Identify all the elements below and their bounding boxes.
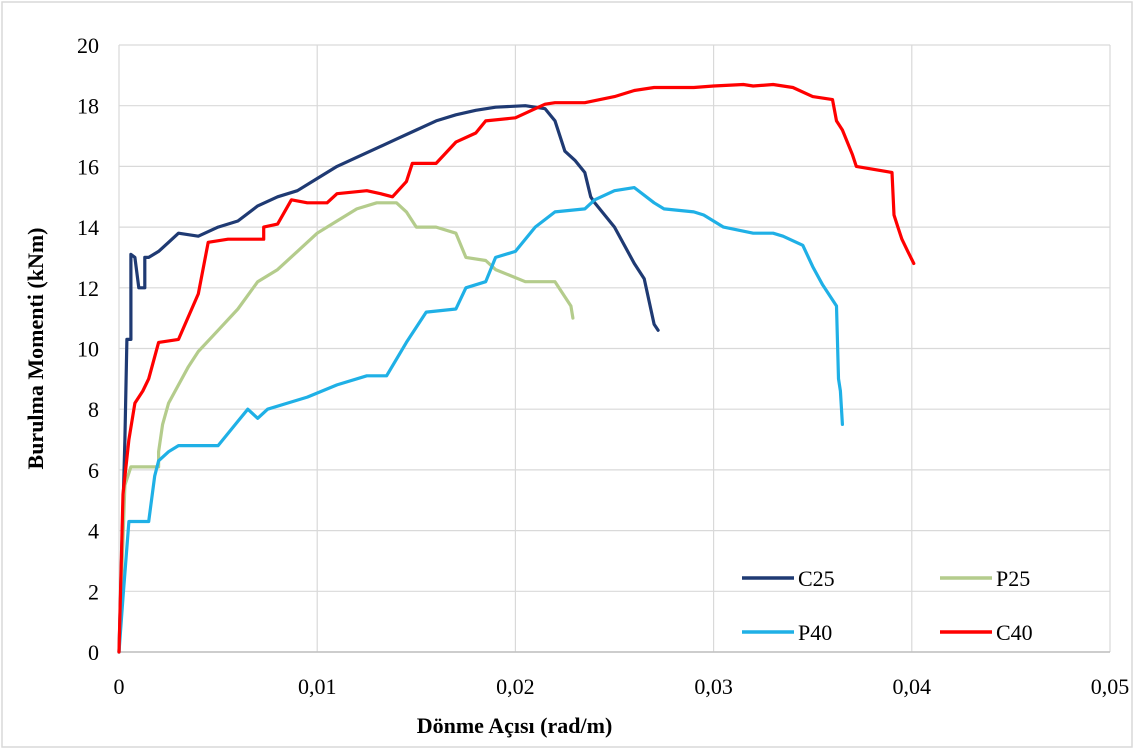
y-tick-label: 18 xyxy=(77,94,99,119)
x-tick-label: 0,05 xyxy=(1091,674,1130,699)
gridlines xyxy=(118,44,1111,653)
y-tick-label: 8 xyxy=(88,397,99,422)
legend: C25 P25 P40 C40 xyxy=(742,566,1033,645)
x-axis-title: Dönme Açısı (rad/m) xyxy=(417,713,613,738)
legend-label-p40: P40 xyxy=(798,620,832,645)
y-tick-label: 16 xyxy=(77,154,99,179)
y-tick-label: 10 xyxy=(77,337,99,362)
y-tick-label: 20 xyxy=(77,33,99,58)
y-tick-label: 14 xyxy=(77,215,99,240)
y-tick-label: 6 xyxy=(88,458,99,483)
x-tick-label: 0,02 xyxy=(496,674,535,699)
legend-label-c25: C25 xyxy=(798,566,835,591)
y-tick-label: 0 xyxy=(88,640,99,665)
x-tick-label: 0,03 xyxy=(694,674,733,699)
legend-label-c40: C40 xyxy=(996,620,1033,645)
series-line-c40 xyxy=(117,82,916,654)
series-line-p40 xyxy=(117,186,844,654)
x-tick-label: 0,01 xyxy=(298,674,337,699)
x-tick-labels: 0 0,01 0,02 0,03 0,04 0,05 xyxy=(114,674,1130,699)
series-line-c25 xyxy=(117,104,660,654)
series-lines xyxy=(117,82,916,654)
y-tick-label: 2 xyxy=(88,579,99,604)
x-tick-label: 0,04 xyxy=(893,674,932,699)
series-line-p25 xyxy=(117,201,575,654)
y-tick-labels: 0 2 4 6 8 10 12 14 16 18 20 xyxy=(77,33,99,665)
y-tick-label: 12 xyxy=(77,276,99,301)
x-tick-label: 0 xyxy=(114,674,125,699)
y-axis-title: Burulma Momenti (kNm) xyxy=(23,228,48,470)
y-tick-label: 4 xyxy=(88,519,99,544)
legend-label-p25: P25 xyxy=(996,566,1030,591)
